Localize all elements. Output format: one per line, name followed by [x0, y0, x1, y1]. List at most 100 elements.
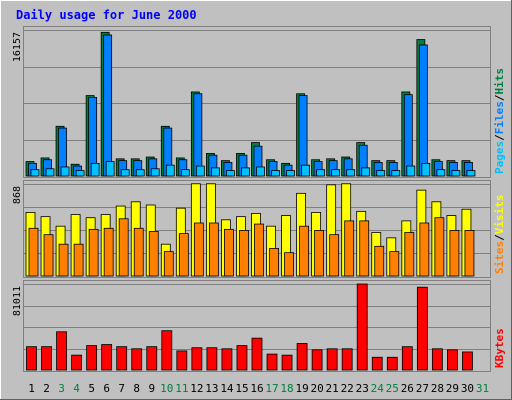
- bar-pages-day-19: [301, 164, 310, 177]
- bar-kbytes-day-13: [206, 347, 218, 371]
- legend-kbytes: KBytes: [493, 328, 506, 368]
- bar-pages-day-27: [421, 162, 431, 177]
- chart-title: Daily usage for June 2000: [16, 8, 197, 22]
- bar-pages-day-1: [30, 169, 40, 177]
- bar-pages-day-14: [226, 170, 235, 177]
- legend-entry: /: [493, 234, 506, 241]
- bar-sites-day-28: [434, 217, 445, 277]
- bar-kbytes-day-25: [386, 356, 398, 371]
- panel-kbytes: 81011 KBytes: [12, 280, 506, 372]
- bar-pages-day-4: [75, 170, 85, 177]
- bar-kbytes-day-23: [356, 283, 368, 371]
- legend-entry: Pages: [493, 141, 506, 174]
- x-label-day-29: 29: [446, 382, 459, 395]
- y-max-label: 81011: [12, 286, 23, 316]
- bar-kbytes-day-28: [431, 348, 443, 371]
- bar-sites-day-2: [43, 234, 54, 277]
- bar-sites-day-23: [359, 220, 370, 277]
- bar-pages-day-10: [165, 164, 175, 177]
- x-label-day-15: 15: [235, 382, 248, 395]
- bar-pages-day-8: [135, 169, 145, 177]
- bar-pages-day-29: [451, 170, 461, 177]
- bar-files-day-12: [193, 93, 203, 177]
- bar-kbytes-day-6: [101, 344, 113, 371]
- bar-sites-day-12: [193, 222, 204, 277]
- legend-hits-files-pages: Pages/Files/Hits: [493, 68, 506, 174]
- bar-kbytes-day-8: [131, 348, 143, 371]
- bar-files-day-26: [403, 94, 413, 177]
- bar-sites-day-5: [88, 228, 99, 277]
- bar-sites-day-4: [73, 243, 84, 277]
- bar-pages-day-24: [376, 170, 386, 177]
- bar-pages-day-26: [406, 165, 416, 177]
- bar-files-day-6: [103, 34, 113, 177]
- bar-kbytes-day-12: [191, 347, 203, 371]
- y-max-label: 16157: [12, 32, 23, 62]
- panel-hits-files-pages: 16157 Pages/Files/Hits: [12, 26, 506, 178]
- bar-kbytes-day-26: [401, 346, 413, 371]
- bar-sites-day-1: [28, 227, 39, 277]
- bar-sites-day-25: [389, 251, 400, 277]
- bar-sites-day-14: [224, 228, 234, 277]
- legend-visits-sites: Sites/Visits: [493, 195, 506, 275]
- y-max-label: 868: [12, 186, 23, 204]
- x-label-day-13: 13: [205, 382, 218, 395]
- bar-kbytes-day-22: [341, 348, 353, 371]
- bar-kbytes-day-19: [296, 343, 308, 371]
- bar-kbytes-day-5: [86, 345, 98, 371]
- x-label-day-1: 1: [28, 382, 35, 395]
- bar-kbytes-day-17: [266, 353, 278, 371]
- bar-pages-day-12: [195, 165, 205, 177]
- x-label-day-18: 18: [280, 382, 293, 395]
- bar-pages-day-21: [331, 169, 341, 177]
- bar-sites-day-21: [329, 234, 340, 277]
- bar-sites-day-16: [254, 223, 264, 277]
- bar-sites-day-10: [163, 251, 174, 277]
- legend-entry: /: [493, 94, 506, 101]
- bar-pages-day-3: [60, 166, 70, 177]
- x-label-day-7: 7: [118, 382, 125, 395]
- bar-files-day-27: [418, 44, 428, 177]
- x-label-day-22: 22: [341, 382, 354, 395]
- bar-pages-day-23: [361, 167, 371, 177]
- bar-kbytes-day-11: [176, 350, 188, 371]
- bar-pages-day-15: [241, 167, 250, 177]
- bar-sites-day-7: [118, 218, 129, 277]
- legend-entry: Visits: [493, 195, 506, 235]
- x-axis-labels: 1 2 3 4 5 6 7 8 9 10 11 12 13 14 15 16 17 18 19 20 21 22 23 24 2…: [28, 382, 489, 395]
- x-label-day-31: 31: [476, 382, 489, 395]
- x-label-day-9: 9: [148, 382, 155, 395]
- bar-pages-day-18: [286, 170, 295, 177]
- bar-sites-day-9: [148, 231, 159, 277]
- x-label-day-3: 3: [58, 382, 65, 395]
- x-label-day-4: 4: [73, 382, 80, 395]
- legend-entry: /: [493, 134, 506, 141]
- bar-kbytes-day-21: [326, 348, 338, 371]
- bar-sites-day-13: [208, 222, 219, 277]
- bar-sites-day-19: [299, 225, 309, 277]
- x-label-day-5: 5: [88, 382, 95, 395]
- bar-kbytes-day-30: [462, 351, 473, 371]
- bar-kbytes-day-9: [146, 346, 158, 371]
- bar-pages-day-16: [256, 166, 265, 177]
- bar-pages-day-7: [120, 169, 130, 177]
- bar-sites-day-18: [284, 252, 294, 277]
- legend-entry: Hits: [493, 68, 506, 95]
- x-label-day-19: 19: [295, 382, 308, 395]
- x-label-day-6: 6: [103, 382, 110, 395]
- bar-kbytes-day-15: [236, 345, 248, 371]
- x-label-day-14: 14: [220, 382, 234, 395]
- bar-kbytes-day-3: [56, 331, 67, 371]
- x-label-day-8: 8: [133, 382, 140, 395]
- bar-sites-day-22: [344, 220, 355, 277]
- bar-kbytes-day-20: [311, 349, 323, 371]
- bar-kbytes-day-7: [116, 346, 128, 371]
- bar-sites-day-8: [133, 227, 144, 277]
- bar-sites-day-3: [58, 243, 69, 277]
- legend-entry: Sites: [493, 241, 506, 274]
- bar-kbytes-day-16: [251, 337, 263, 371]
- panel-visits-sites: 868 Sites/Visits: [12, 180, 506, 278]
- bar-pages-day-20: [316, 169, 326, 177]
- x-label-day-21: 21: [326, 382, 339, 395]
